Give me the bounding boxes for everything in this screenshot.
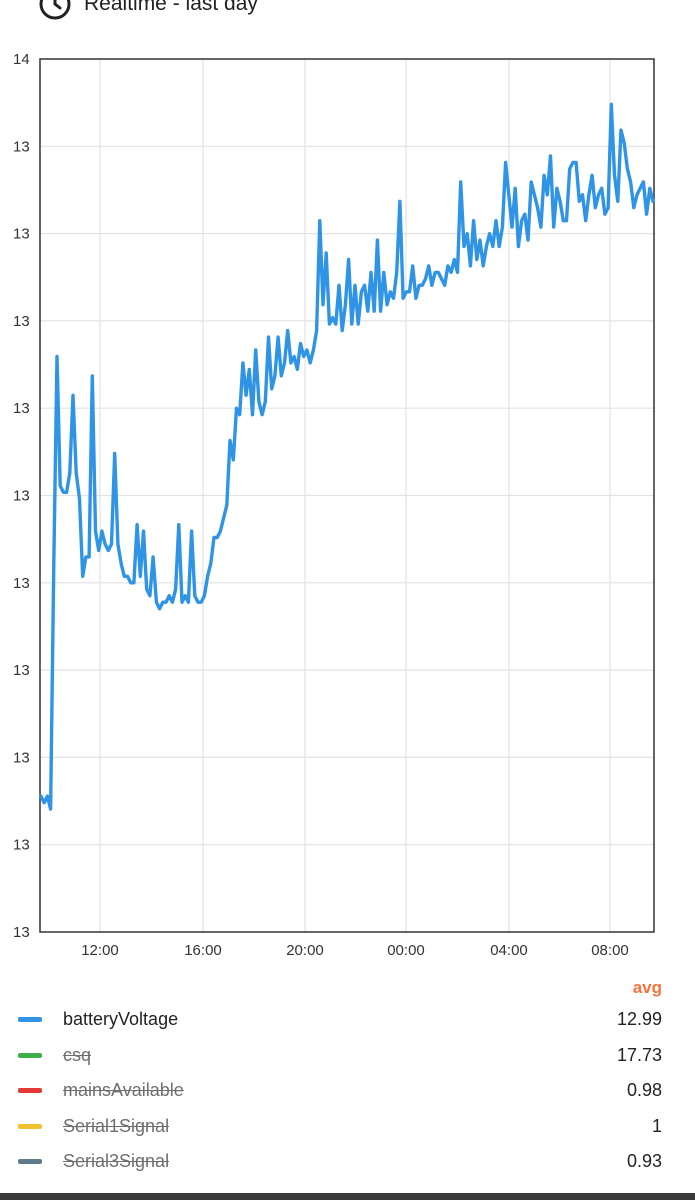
legend-swatch (18, 1123, 42, 1129)
y-tick-label: 13 (13, 924, 30, 941)
legend-label: Serial3Signal (63, 1151, 170, 1171)
x-tick-label: 00:00 (387, 942, 425, 959)
legend-item-Serial1Signal[interactable]: Serial1Signal 1 (0, 1112, 695, 1142)
y-tick-label: 14 (13, 51, 30, 68)
y-axis: 14 13 13 13 13 13 13 13 13 13 13 (13, 51, 30, 941)
legend-label: csq (63, 1044, 92, 1065)
plot-frame (39, 58, 655, 933)
legend-avg-value: 12.99 (616, 1009, 662, 1029)
series-layer (39, 102, 655, 811)
legend-item-csq[interactable]: csq 17.73 (0, 1041, 695, 1071)
series-line-batteryVoltage (39, 102, 655, 811)
legend-avg-value: 0.98 (626, 1080, 662, 1100)
y-tick-label: 13 (13, 575, 30, 592)
chart-header: Realtime - last day (38, 0, 258, 20)
legend-item-Serial3Signal[interactable]: Serial3Signal 0.93 (0, 1147, 695, 1177)
x-axis: 12:00 16:00 20:00 00:00 04:00 08:00 (81, 942, 629, 959)
x-tick-label: 16:00 (184, 942, 222, 959)
x-tick-label: 20:00 (286, 942, 324, 959)
legend-swatch (18, 1017, 42, 1022)
legend-avg-header: avg (632, 978, 662, 997)
y-tick-label: 13 (13, 138, 30, 155)
legend-item-mainsAvailable[interactable]: mainsAvailable 0.98 (0, 1076, 695, 1106)
y-tick-label: 13 (13, 313, 30, 330)
clock-icon (39, 0, 71, 20)
x-tick-label: 08:00 (591, 942, 629, 959)
y-tick-label: 13 (13, 226, 30, 243)
y-tick-label: 13 (13, 488, 30, 505)
legend-item-batteryVoltage[interactable]: batteryVoltage 12.99 (0, 1005, 695, 1035)
legend-swatch (18, 1052, 42, 1058)
legend-swatch (18, 1159, 42, 1164)
legend-label: mainsAvailable (63, 1080, 184, 1100)
legend-avg-value: 1 (651, 1115, 662, 1136)
x-tick-label: 04:00 (490, 942, 528, 959)
bottom-bar (0, 1193, 695, 1200)
y-tick-label: 13 (13, 837, 30, 854)
y-tick-label: 13 (13, 749, 30, 766)
chart-title: Realtime - last day (84, 0, 258, 15)
legend-avg-value: 17.73 (616, 1044, 662, 1065)
chart-grid (40, 59, 654, 932)
line-chart: 14 13 13 13 13 13 13 13 13 13 13 12:00 16:00 20:00 00… (13, 51, 655, 959)
y-tick-label: 13 (13, 400, 30, 417)
y-tick-label: 13 (13, 662, 30, 679)
legend-avg-value: 0.93 (626, 1151, 662, 1171)
x-tick-label: 12:00 (81, 942, 119, 959)
legend-label: Serial1Signal (63, 1115, 170, 1136)
legend-label: batteryVoltage (63, 1009, 179, 1029)
legend-swatch (18, 1088, 42, 1093)
